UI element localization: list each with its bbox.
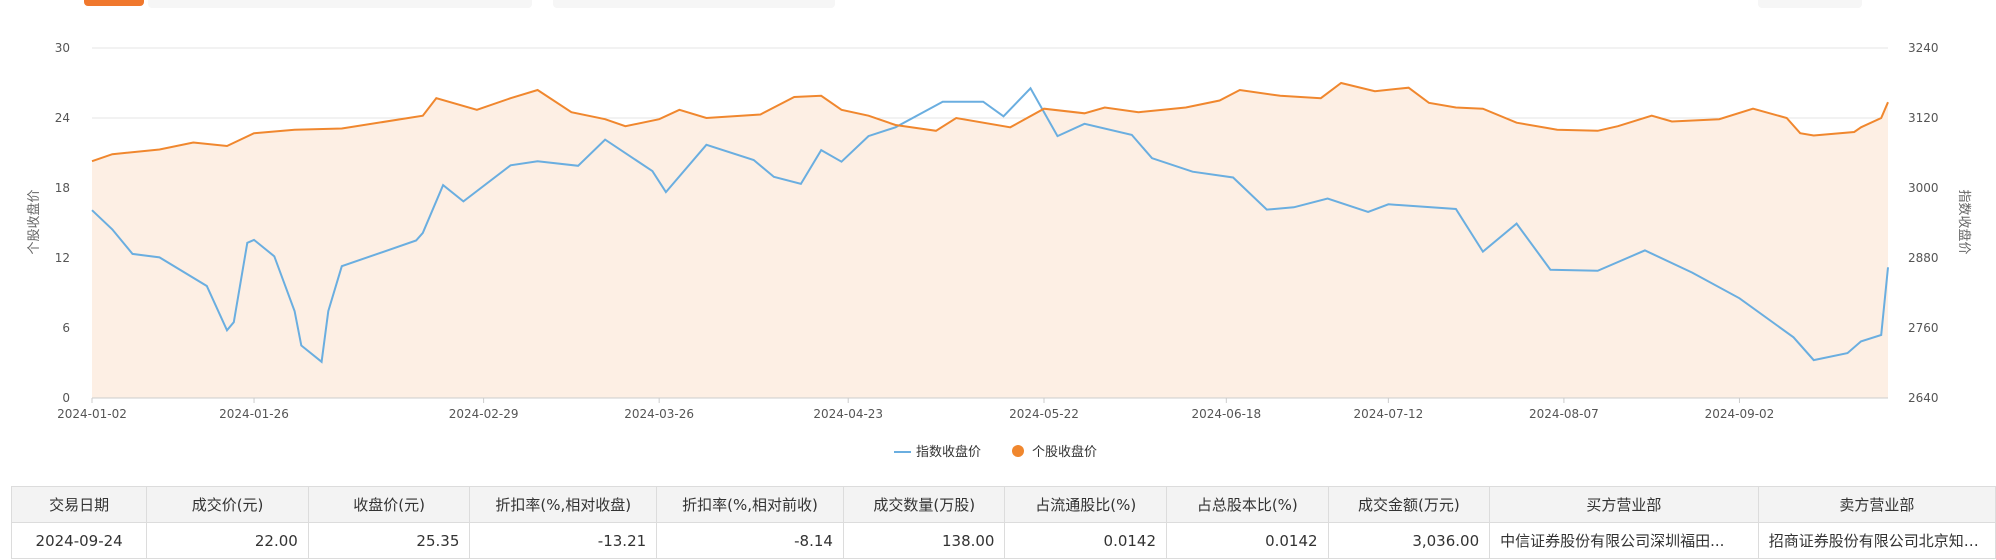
y-right-tick-label: 2760 <box>1908 321 1939 335</box>
y-right-tick-label: 3120 <box>1908 111 1939 125</box>
stock-price-area <box>92 83 1888 398</box>
cell-volume: 138.00 <box>842 522 1006 559</box>
legend-item-index[interactable]: 指数收盘价 <box>894 444 981 460</box>
header-trade-date[interactable]: 交易日期 <box>10 486 148 523</box>
y-right-tick-label: 3000 <box>1908 181 1939 195</box>
cell-amount: 3,036.00 <box>1327 522 1491 559</box>
y-left-tick-label: 18 <box>55 181 70 195</box>
price-chart: 2024-01-02 2024-01-26 2024-02-29 2024-03-26… <box>26 41 1972 460</box>
header-float-ratio[interactable]: 占流通股比(%) <box>1004 486 1168 523</box>
header-seller[interactable]: 卖方营业部 <box>1757 486 1996 523</box>
chart-legend: 指数收盘价 个股收盘价 <box>894 444 1097 460</box>
top-toolbar <box>0 0 1996 14</box>
cell-discount-close: -13.21 <box>469 522 658 559</box>
x-tick-label: 2024-09-02 <box>1705 407 1775 421</box>
x-tick-label: 2024-03-26 <box>624 407 694 421</box>
x-axis: 2024-01-02 2024-01-26 2024-02-29 2024-03-26… <box>57 397 1888 421</box>
x-tick-label: 2024-02-29 <box>449 407 519 421</box>
cell-trade-date: 2024-09-24 <box>10 522 148 559</box>
x-tick-label: 2024-08-07 <box>1529 407 1599 421</box>
y-right-tick-label: 2640 <box>1908 391 1939 405</box>
x-tick-label: 2024-07-12 <box>1353 407 1423 421</box>
header-total-ratio[interactable]: 占总股本比(%) <box>1166 486 1329 523</box>
series-line-stock <box>91 81 1889 163</box>
x-tick-label: 2024-01-02 <box>57 407 127 421</box>
x-tick-label: 2024-06-18 <box>1191 407 1261 421</box>
header-discount-prev[interactable]: 折扣率(%,相对前收) <box>656 486 844 523</box>
y-right-tick-label: 3240 <box>1908 41 1939 55</box>
y-left-tick-label: 12 <box>55 251 70 265</box>
y-right-tick-label: 2880 <box>1908 251 1939 265</box>
cell-float-ratio: 0.0142 <box>1004 522 1168 559</box>
cell-close-price: 25.35 <box>307 522 471 559</box>
cell-deal-price: 22.00 <box>146 522 309 559</box>
y-axis-right: 2640 2760 2880 3000 3120 3240 <box>1908 41 1939 405</box>
block-trade-table: 交易日期 成交价(元) 收盘价(元) 折扣率(%,相对收盘) 折扣率(%,相对前… <box>10 486 1996 559</box>
legend-stock-swatch <box>1012 445 1024 457</box>
legend-index-label: 指数收盘价 <box>916 444 981 460</box>
cell-seller[interactable]: 招商证券股份有限公司北京知春... <box>1757 522 1996 559</box>
header-deal-price[interactable]: 成交价(元) <box>146 486 309 523</box>
filter-input[interactable] <box>148 0 532 8</box>
y-axis-left-title: 个股收盘价 <box>26 189 42 254</box>
y-left-tick-label: 30 <box>55 41 70 55</box>
active-tab-indicator[interactable] <box>84 0 144 6</box>
header-volume[interactable]: 成交数量(万股) <box>842 486 1006 523</box>
header-close-price[interactable]: 收盘价(元) <box>307 486 471 523</box>
y-left-tick-label: 6 <box>62 321 70 335</box>
table-header-row: 交易日期 成交价(元) 收盘价(元) 折扣率(%,相对收盘) 折扣率(%,相对前… <box>10 486 1996 523</box>
x-tick-label: 2024-01-26 <box>219 407 289 421</box>
legend-item-stock[interactable]: 个股收盘价 <box>1012 444 1097 460</box>
header-discount-close[interactable]: 折扣率(%,相对收盘) <box>469 486 658 523</box>
table-row: 2024-09-24 22.00 25.35 -13.21 -8.14 138.… <box>10 522 1996 559</box>
toolbar-button[interactable] <box>1758 0 1862 8</box>
series-line-index <box>91 86 1889 364</box>
cell-buyer[interactable]: 中信证券股份有限公司深圳福田... <box>1489 522 1759 559</box>
x-tick-label: 2024-04-23 <box>813 407 883 421</box>
cell-total-ratio: 0.0142 <box>1166 522 1329 559</box>
y-left-tick-label: 0 <box>62 391 70 405</box>
header-amount[interactable]: 成交金额(万元) <box>1327 486 1491 523</box>
header-buyer[interactable]: 买方营业部 <box>1489 486 1759 523</box>
legend-stock-label: 个股收盘价 <box>1032 444 1097 460</box>
filter-select[interactable] <box>553 0 835 8</box>
cell-discount-prev: -8.14 <box>656 522 844 559</box>
y-left-tick-label: 24 <box>55 111 70 125</box>
y-axis-left: 0 6 12 18 24 30 <box>55 41 70 405</box>
x-tick-label: 2024-05-22 <box>1009 407 1079 421</box>
y-axis-right-title: 指数收盘价 <box>1956 189 1972 254</box>
